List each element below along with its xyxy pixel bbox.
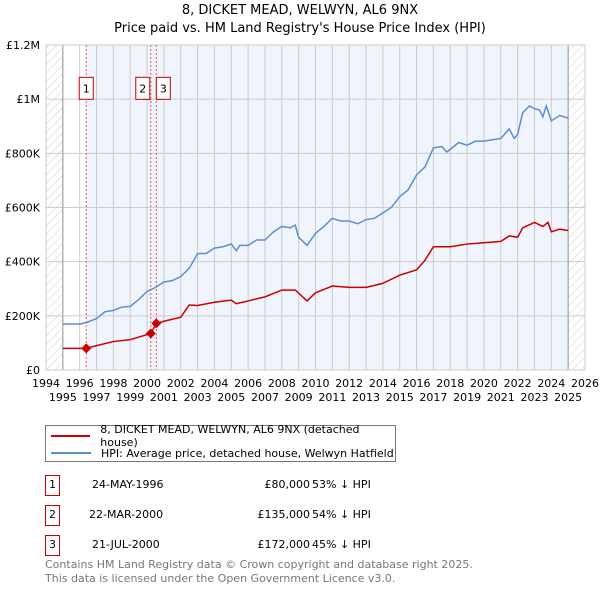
x-tick-label: 2012 [335,377,363,390]
x-tick-label: 2002 [167,377,195,390]
x-tick-label: 2009 [285,391,313,404]
transaction-price: £172,000 [257,538,311,551]
x-tick-label: 2018 [436,377,464,390]
x-tick-label: 2020 [470,377,498,390]
x-tick-label: 2024 [537,377,565,390]
sale-label: 1 [83,82,90,95]
y-tick-label: £400K [5,256,41,269]
y-tick-label: £1.2M [6,39,40,52]
legend-item-property: 8, DICKET MEAD, WELWYN, AL6 9NX (detache… [46,423,395,449]
x-tick-label: 2025 [554,391,582,404]
x-tick-label: 2010 [302,377,330,390]
sale-label: 3 [160,82,167,95]
x-tick-label: 2023 [520,391,548,404]
legend: 8, DICKET MEAD, WELWYN, AL6 9NX (detache… [45,423,396,462]
transaction-marker: 3 [45,535,60,556]
chart-title: 8, DICKET MEAD, WELWYN, AL6 9NX [181,3,419,18]
legend-label: 8, DICKET MEAD, WELWYN, AL6 9NX (detache… [100,423,360,449]
transaction-date: 21-JUL-2000 [92,538,160,551]
sale-label-box [155,76,171,100]
x-tick-label: 1997 [83,391,111,404]
property-price-line [62,221,569,350]
x-tick-label: 2015 [386,391,414,404]
x-tick-label: 2017 [419,391,447,404]
x-tick-label: 2000 [133,377,161,390]
sale-label-box [78,76,94,100]
transaction-marker: 1 [45,475,60,496]
y-tick-label: £0 [26,364,40,377]
x-tick-label: 2005 [217,391,245,404]
y-tick-label: £1M [17,93,41,106]
transaction-price: £80,000 [264,478,311,491]
plot-border [45,44,586,371]
sale-point [81,343,92,354]
x-tick-label: 1996 [66,377,94,390]
x-tick-label: 2026 [571,377,599,390]
x-tick-label: 1995 [49,391,77,404]
y-tick-label: £600K [5,202,41,215]
legend-swatch [51,435,91,437]
footer-line-1: Contains HM Land Registry data © Crown c… [45,558,473,571]
transaction-hpi-diff: 53% ↓ HPI [312,478,371,491]
chart-subtitle: Price paid vs. HM Land Registry's House … [114,21,486,36]
sale-label: 2 [139,82,146,95]
footer-line-2: This data is licensed under the Open Gov… [45,572,396,585]
legend-item-hpi: HPI: Average price, detached house, Welw… [46,445,394,461]
x-tick-label: 2003 [184,391,212,404]
sale-label-box [135,76,151,100]
x-tick-label: 2007 [251,391,279,404]
transaction-date: 24-MAY-1996 [92,478,164,491]
legend-label: HPI: Average price, detached house, Welw… [101,446,394,460]
x-tick-label: 2013 [352,391,380,404]
x-tick-label: 2021 [487,391,515,404]
x-tick-label: 1994 [32,377,60,390]
y-tick-label: £200K [5,310,41,323]
transaction-marker: 2 [45,505,60,526]
x-tick-label: 2004 [200,377,228,390]
x-tick-label: 2006 [234,377,262,390]
transaction-hpi-diff: 45% ↓ HPI [312,538,371,551]
y-tick-label: £800K [5,147,41,160]
legend-swatch [51,452,91,454]
x-tick-label: 2019 [453,391,481,404]
x-tick-label: 2011 [318,391,346,404]
x-tick-label: 1998 [99,377,127,390]
x-tick-label: 2016 [403,377,431,390]
sale-point [151,318,162,329]
x-tick-label: 2001 [150,391,178,404]
transaction-hpi-diff: 54% ↓ HPI [312,508,371,521]
transaction-price: £135,000 [257,508,311,521]
transaction-date: 22-MAR-2000 [89,508,164,521]
hpi-line [62,103,569,325]
x-tick-label: 2022 [504,377,532,390]
x-tick-label: 2008 [268,377,296,390]
price-chart: 1994199519961997199819992000200120022003… [5,39,599,404]
sale-point [145,328,156,339]
x-tick-label: 2014 [369,377,397,390]
x-tick-label: 1999 [116,391,144,404]
